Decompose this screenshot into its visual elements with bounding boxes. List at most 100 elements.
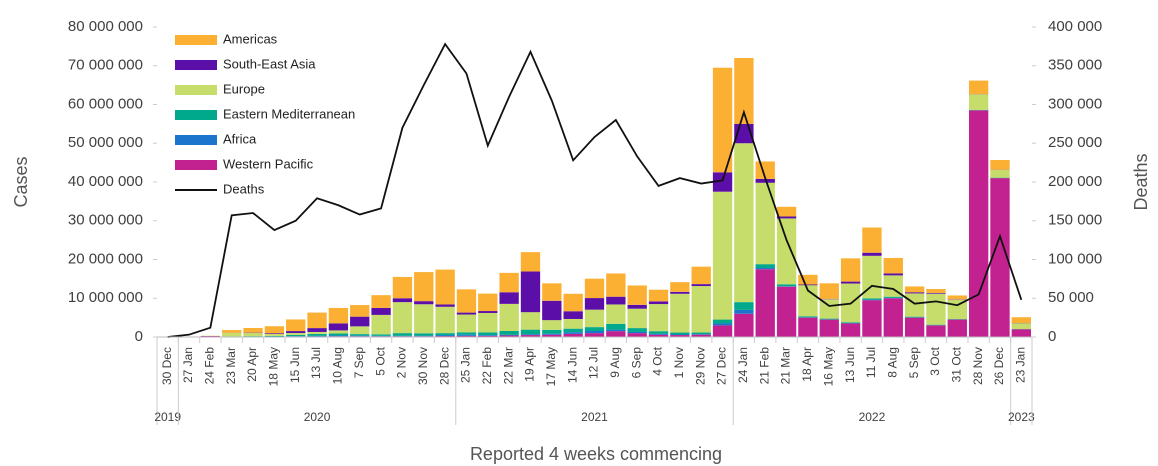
x-tick-label: 11 Jul <box>864 347 878 378</box>
y-tick-label: 10 000 000 <box>68 289 143 306</box>
x-tick-label: 23 Jan <box>1014 347 1028 383</box>
legend-swatch <box>175 85 217 95</box>
bar-segment <box>648 334 669 337</box>
x-tick-label: 18 Apr <box>800 347 814 382</box>
bar-segment <box>904 292 925 294</box>
bar-segment <box>990 169 1010 178</box>
bar-segment <box>499 292 519 304</box>
bar-segment <box>798 284 818 286</box>
bar-segment <box>286 331 306 334</box>
bar-segment <box>670 335 690 337</box>
x-tick-label: 24 Feb <box>203 347 217 385</box>
x-tick-label: 17 May <box>544 347 558 386</box>
bar-segment <box>840 258 861 282</box>
bar-segment <box>883 273 903 276</box>
bar-segment <box>542 300 562 321</box>
y2-tick-label: 300 000 <box>1048 95 1102 112</box>
y2-tick-label: 100 000 <box>1048 250 1102 267</box>
bar-segment <box>862 252 882 256</box>
y2-tick-label: 400 000 <box>1048 18 1102 35</box>
bar-segment <box>862 255 882 299</box>
bar-segment <box>286 319 306 332</box>
bar-segment <box>670 334 690 336</box>
bar-segment <box>840 322 861 324</box>
bar-segment <box>435 269 455 305</box>
bar-segment <box>670 291 690 294</box>
x-tick-label: 14 Jun <box>565 347 579 383</box>
bar-segment <box>478 312 498 333</box>
x-tick-label: 30 Dec <box>160 347 174 385</box>
y-tick-label: 60 000 000 <box>68 95 143 112</box>
bar-segment <box>606 331 626 337</box>
bar-segment <box>734 302 754 310</box>
bar-segment <box>926 289 946 293</box>
bar-segment <box>456 289 477 313</box>
bar-segment <box>435 335 455 337</box>
bar-segment <box>712 67 733 173</box>
y2-tick-label: 200 000 <box>1048 173 1102 190</box>
y-tick-label: 30 000 000 <box>68 212 143 229</box>
bar-segment <box>414 333 434 336</box>
bar-segment <box>691 334 711 337</box>
bar-segment <box>435 304 455 307</box>
bar-segment <box>712 172 733 192</box>
bar-segment <box>648 331 669 334</box>
bar-segment <box>414 272 434 302</box>
x-tick-label: 23 Mar <box>224 347 238 384</box>
bar-segment <box>627 304 647 309</box>
x-tick-label: 29 Nov <box>693 347 707 385</box>
legend-label: Americas <box>223 31 278 46</box>
bar-segment <box>563 328 583 333</box>
y2-tick-label: 50 000 <box>1048 289 1094 306</box>
bar-segment <box>563 332 583 334</box>
bar-segment <box>883 296 903 298</box>
bar-segment <box>776 286 797 337</box>
bar-segment <box>819 319 839 337</box>
bar-segment <box>414 304 434 334</box>
bar-segment <box>926 325 946 337</box>
bar-segment <box>456 335 477 337</box>
bar-segment <box>286 333 306 335</box>
bar-segment <box>712 323 733 326</box>
bar-segment <box>478 335 498 337</box>
x-tick-label: 20 Apr <box>245 347 259 382</box>
bar-segment <box>307 335 327 337</box>
bar-segment <box>606 273 626 297</box>
bar-segment <box>904 286 925 293</box>
bar-segment <box>691 266 711 285</box>
bar-segment <box>798 316 818 318</box>
x-tick-label: 24 Jan <box>736 347 750 383</box>
bar-segment <box>328 323 349 331</box>
bar-segment <box>328 307 349 324</box>
bar-segment <box>627 331 647 334</box>
x-tick-label: 19 Apr <box>523 347 537 382</box>
bar-segment <box>350 334 370 336</box>
x-tick-label: 27 Jan <box>181 347 195 383</box>
bar-segment <box>691 286 711 333</box>
bar-segment <box>563 318 583 329</box>
bar-segment <box>563 293 583 312</box>
bar-segment <box>627 333 647 337</box>
bar-segment <box>350 326 370 335</box>
y2-tick-label: 250 000 <box>1048 134 1102 151</box>
legend-swatch <box>175 135 217 145</box>
bar-segment <box>904 317 925 337</box>
bar-segment <box>862 299 882 301</box>
bar-segment <box>264 335 285 337</box>
bar-segment <box>542 283 562 301</box>
x-tick-label: 10 Aug <box>331 347 345 384</box>
bar-segment <box>606 304 626 324</box>
bar-segment <box>606 296 626 305</box>
bar-segment <box>712 319 733 324</box>
bar-segment <box>734 313 754 337</box>
bar-segment <box>264 326 285 334</box>
bar-segment <box>243 333 263 337</box>
bar-segment <box>926 292 946 294</box>
bar-segment <box>776 216 797 219</box>
legend-swatch <box>175 110 217 120</box>
y2-tick-label: 0 <box>1048 328 1056 345</box>
bar-segment <box>584 327 605 331</box>
bar-segment <box>520 252 541 272</box>
x-tick-label: 6 Sep <box>629 347 643 379</box>
bar-segment <box>371 334 391 336</box>
